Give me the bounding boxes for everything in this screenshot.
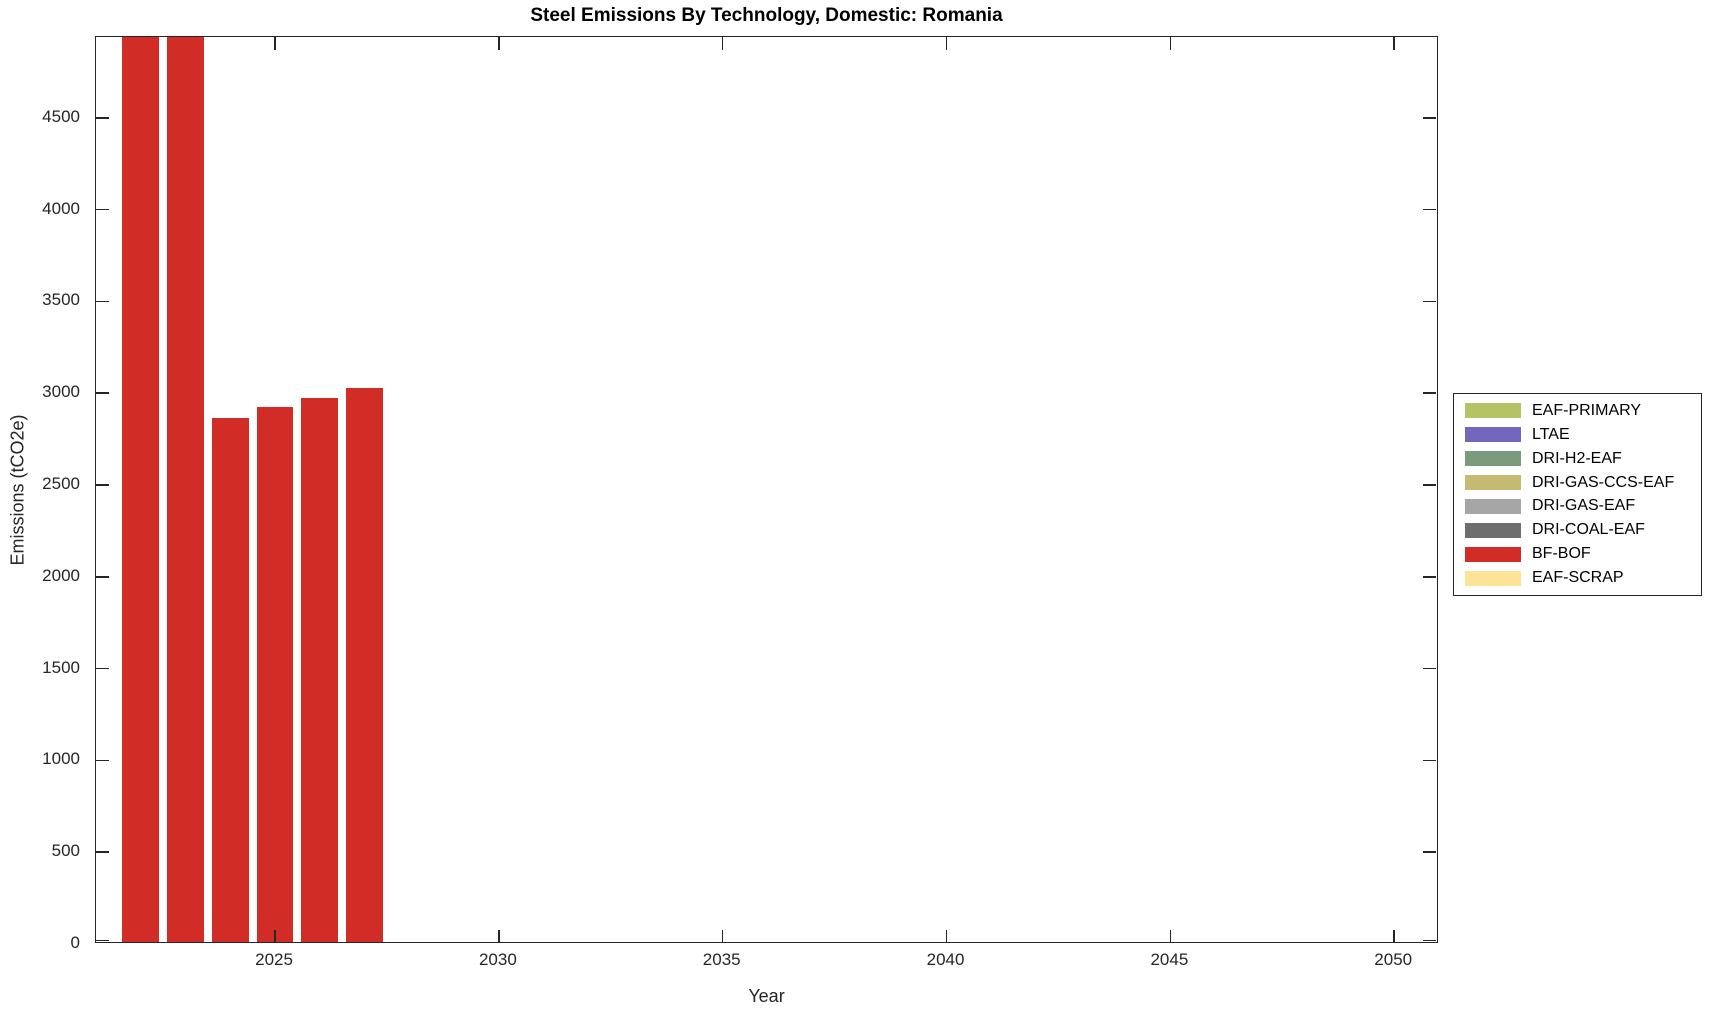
legend-row-dri-coal-eaf: DRI-COAL-EAF <box>1454 521 1701 539</box>
legend-row-dri-gas-eaf: DRI-GAS-EAF <box>1454 497 1701 515</box>
legend-swatch-icon <box>1465 546 1521 562</box>
plot-area <box>95 36 1438 943</box>
x-tick-label-2035: 2035 <box>702 950 741 969</box>
x-tick-label-2045: 2045 <box>1150 950 1189 969</box>
y-tick-right-500 <box>1423 851 1436 853</box>
y-tick-left-1000 <box>96 759 109 762</box>
y-tick-label-3000: 3000 <box>42 382 80 402</box>
y-tick-label-4500: 4500 <box>42 106 80 126</box>
legend-label: DRI-GAS-EAF <box>1532 497 1636 515</box>
y-tick-label-4000: 4000 <box>42 198 80 218</box>
legend-box: EAF-PRIMARY LTAE DRI-H2-EAF DRI-GAS-CCS-EAF… <box>1453 393 1702 596</box>
x-tick-bottom-2035 <box>721 929 724 942</box>
chart-title: Steel Emissions By Technology, Domestic:… <box>530 5 1003 26</box>
y-tick-left-0 <box>96 939 109 941</box>
legend-row-dri-h2-eaf: DRI-H2-EAF <box>1454 450 1701 468</box>
legend-row-bf-bof: BF-BOF <box>1454 545 1701 563</box>
y-tick-right-2500 <box>1423 484 1436 486</box>
y-tick-left-500 <box>96 851 109 853</box>
legend-label: DRI-GAS-CCS-EAF <box>1532 473 1675 491</box>
y-tick-right-4500 <box>1423 117 1436 119</box>
y-tick-label-500: 500 <box>51 841 80 861</box>
bar-bf-bof-2023 <box>167 37 204 942</box>
x-tick-top-2045 <box>1169 37 1172 50</box>
y-tick-label-3500: 3500 <box>42 290 80 310</box>
legend-label: DRI-COAL-EAF <box>1532 521 1645 539</box>
x-tick-top-2030 <box>498 37 500 50</box>
x-tick-top-2050 <box>1393 37 1395 50</box>
legend-swatch-icon <box>1465 570 1521 586</box>
legend-label: EAF-PRIMARY <box>1532 401 1642 419</box>
y-tick-right-4000 <box>1423 208 1436 211</box>
bar-bf-bof-2025 <box>256 406 294 942</box>
legend-label: LTAE <box>1532 425 1570 443</box>
x-axis-label: Year <box>748 986 785 1006</box>
y-tick-right-3000 <box>1423 392 1436 394</box>
legend-row-ltae: LTAE <box>1454 426 1701 444</box>
y-tick-right-1500 <box>1423 667 1436 670</box>
legend-label: DRI-H2-EAF <box>1532 449 1622 467</box>
x-tick-bottom-2030 <box>498 929 500 942</box>
x-tick-top-2025 <box>274 37 276 50</box>
legend-label: BF-BOF <box>1532 545 1591 563</box>
legend-swatch-icon <box>1465 427 1521 443</box>
y-tick-label-2500: 2500 <box>42 473 80 493</box>
y-tick-label-1000: 1000 <box>42 749 80 769</box>
legend-row-eaf-scrap: EAF-SCRAP <box>1454 569 1701 587</box>
y-tick-right-3500 <box>1423 300 1436 303</box>
legend-swatch-icon <box>1465 475 1521 490</box>
legend-row-dri-gas-ccs-eaf: DRI-GAS-CCS-EAF <box>1454 474 1701 492</box>
y-tick-right-0 <box>1423 939 1436 941</box>
x-tick-top-2035 <box>721 37 724 50</box>
y-tick-left-3000 <box>96 392 109 394</box>
y-tick-left-2500 <box>96 484 109 486</box>
y-tick-left-4500 <box>96 117 109 119</box>
legend-swatch-icon <box>1465 522 1521 538</box>
x-tick-label-2025: 2025 <box>255 950 293 969</box>
x-tick-bottom-2045 <box>1169 929 1172 942</box>
x-tick-top-2040 <box>945 37 948 50</box>
x-tick-label-2050: 2050 <box>1374 950 1413 969</box>
legend-row-eaf-primary: EAF-PRIMARY <box>1454 402 1701 420</box>
y-axis-label: Emissions (tCO2e) <box>7 414 28 566</box>
y-tick-left-4000 <box>96 208 109 211</box>
y-tick-left-2000 <box>96 576 109 578</box>
x-tick-label-2030: 2030 <box>478 950 517 969</box>
x-tick-bottom-2040 <box>945 929 948 942</box>
y-tick-right-1000 <box>1423 759 1436 762</box>
x-tick-bottom-2025 <box>274 929 276 942</box>
bar-bf-bof-2026 <box>301 397 339 942</box>
legend-swatch-icon <box>1465 451 1521 467</box>
bar-bf-bof-2022 <box>122 37 160 942</box>
y-tick-left-1500 <box>96 667 109 670</box>
y-tick-label-1500: 1500 <box>42 657 80 677</box>
y-tick-label-0: 0 <box>70 933 80 952</box>
x-tick-bottom-2050 <box>1393 929 1395 942</box>
y-tick-right-2000 <box>1423 576 1436 578</box>
bar-bf-bof-2024 <box>211 417 249 942</box>
bar-bf-bof-2027 <box>346 387 383 942</box>
x-tick-label-2040: 2040 <box>926 950 965 969</box>
legend-swatch-icon <box>1465 498 1521 514</box>
legend-swatch-icon <box>1465 403 1521 419</box>
y-tick-label-2000: 2000 <box>42 565 80 585</box>
legend-label: EAF-SCRAP <box>1532 569 1624 586</box>
y-tick-left-3500 <box>96 300 109 303</box>
